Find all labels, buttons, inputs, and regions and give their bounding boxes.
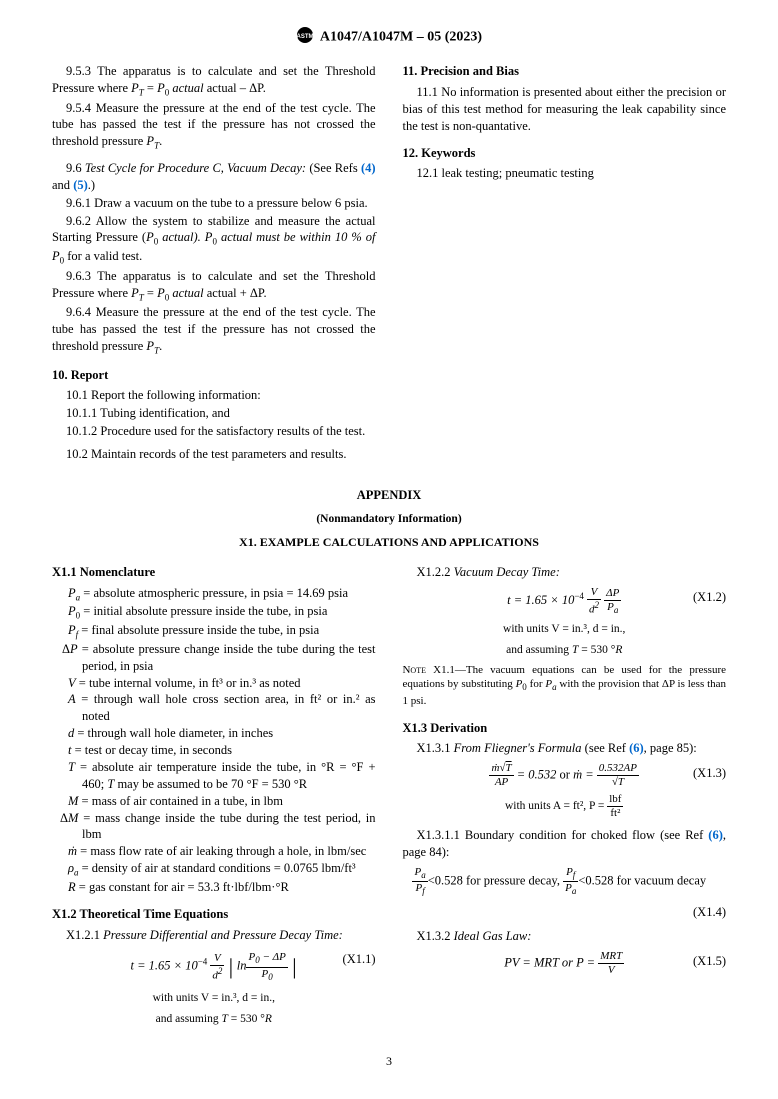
eq-assume-1: and assuming T = 530 °R — [52, 1012, 376, 1028]
eq-num-x15: (X1.5) — [693, 951, 726, 971]
appendix-left-column: X1.1 Nomenclature Pa = absolute atmosphe… — [52, 564, 376, 1030]
x132-para: X1.3.2 Ideal Gas Law: — [402, 928, 726, 945]
nomen-T: T = absolute air temperature inside the … — [82, 759, 376, 793]
equation-x13: ṁ√TAP = 0.532 or ṁ = 0.532AP√T (X1.3) — [402, 763, 726, 788]
designation-text: A1047/A1047M – 05 (2023) — [320, 30, 482, 45]
nomen-V: V = tube internal volume, in ft³ or in.³… — [82, 675, 376, 692]
x121-para: X1.2.1 Pressure Differential and Pressur… — [52, 927, 376, 944]
para-954: 9.5.4 Measure the pressure at the end of… — [52, 100, 376, 152]
ref-6a[interactable]: (6) — [629, 741, 644, 755]
eq-x14-num-row: (X1.4) — [402, 902, 726, 922]
para-101: 10.1 Report the following information: — [52, 387, 376, 404]
ref-5[interactable]: (5) — [73, 178, 88, 192]
nomen-mdot: ṁ = mass flow rate of air leaking throug… — [82, 843, 376, 860]
para-121: 12.1 leak testing; pneumatic testing — [402, 165, 726, 182]
eq-num-x14: (X1.4) — [693, 905, 726, 919]
page-container: ASTM A1047/A1047M – 05 (2023) 9.5.3 The … — [0, 0, 778, 1099]
nomen-M: M = mass of air contained in a tube, in … — [82, 793, 376, 810]
nomen-P0: P0 = initial absolute pressure inside th… — [82, 603, 376, 622]
section-12-head: 12. Keywords — [402, 145, 726, 162]
appendix-title: APPENDIX — [52, 488, 726, 503]
eq-units-2: with units V = in.³, d = in., — [402, 622, 726, 638]
x12-head: X1.2 Theoretical Time Equations — [52, 906, 376, 923]
eq-num-x13: (X1.3) — [693, 763, 726, 783]
appendix-right-column: X1.2.2 Vacuum Decay Time: t = 1.65 × 10−… — [402, 564, 726, 1030]
nomen-d: d = through wall hole diameter, in inche… — [82, 725, 376, 742]
section-10-head: 10. Report — [52, 367, 376, 384]
nomen-rho: ρa = density of air at standard conditio… — [82, 860, 376, 879]
left-column: 9.5.3 The apparatus is to calculate and … — [52, 63, 376, 464]
x1311-para: X1.3.1.1 Boundary condition for choked f… — [402, 827, 726, 861]
nomen-Pa: Pa = absolute atmospheric pressure, in p… — [82, 585, 376, 604]
para-1011: 10.1.1 Tubing identification, and — [52, 405, 376, 422]
section-11-head: 11. Precision and Bias — [402, 63, 726, 80]
appendix-x1-title: X1. EXAMPLE CALCULATIONS AND APPLICATION… — [52, 535, 726, 550]
nomen-dM: ΔM = mass change inside the tube during … — [82, 810, 376, 844]
para-962: 9.6.2 Allow the system to stabilize and … — [52, 213, 376, 267]
para-1012: 10.1.2 Procedure used for the satisfacto… — [52, 423, 376, 440]
eq-units-1: with units V = in.³, d = in., — [52, 991, 376, 1007]
eq-assume-2: and assuming T = 530 °R — [402, 643, 726, 659]
eq-num-x11: (X1.1) — [343, 949, 376, 969]
upper-columns: 9.5.3 The apparatus is to calculate and … — [52, 63, 726, 464]
equation-x12: t = 1.65 × 10−4 Vd2 ΔPPa (X1.2) — [402, 587, 726, 616]
nomen-t: t = test or decay time, in seconds — [82, 742, 376, 759]
nomen-A: A = through wall hole cross section area… — [82, 691, 376, 725]
para-953: 9.5.3 The apparatus is to calculate and … — [52, 63, 376, 99]
astm-logo-icon: ASTM — [296, 26, 314, 49]
x11-head: X1.1 Nomenclature — [52, 564, 376, 581]
x131-para: X1.3.1 From Fliegner's Formula (see Ref … — [402, 740, 726, 757]
equation-x15: PV = MRT or P = MRTV (X1.5) — [402, 951, 726, 976]
eq-num-x12: (X1.2) — [693, 587, 726, 607]
svg-text:ASTM: ASTM — [296, 34, 313, 40]
eq-units-3: with units A = ft², P = lbfft² — [402, 794, 726, 819]
x13-head: X1.3 Derivation — [402, 720, 726, 737]
para-963: 9.6.3 The apparatus is to calculate and … — [52, 268, 376, 304]
ref-6b[interactable]: (6) — [708, 828, 723, 842]
para-96: 9.6 Test Cycle for Procedure C, Vacuum D… — [52, 160, 376, 194]
note-x11: Note X1.1—The vacuum equations can be us… — [402, 663, 726, 709]
x122-para: X1.2.2 Vacuum Decay Time: — [402, 564, 726, 581]
para-961: 9.6.1 Draw a vacuum on the tube to a pre… — [52, 195, 376, 212]
ref-4[interactable]: (4) — [361, 161, 376, 175]
appendix-subtitle: (Nonmandatory Information) — [52, 513, 726, 525]
para-964: 9.6.4 Measure the pressure at the end of… — [52, 304, 376, 356]
nomen-Pf: Pf = final absolute pressure inside the … — [82, 622, 376, 641]
para-111: 11.1 No information is presented about e… — [402, 84, 726, 135]
right-column: 11. Precision and Bias 11.1 No informati… — [402, 63, 726, 464]
page-number: 3 — [52, 1054, 726, 1069]
appendix-columns: X1.1 Nomenclature Pa = absolute atmosphe… — [52, 564, 726, 1030]
equation-x11: t = 1.65 × 10−4 Vd2 | lnP0 − ΔPP0 | (X1.… — [52, 949, 376, 984]
page-header: ASTM A1047/A1047M – 05 (2023) — [52, 26, 726, 49]
nomen-dP: ΔP = absolute pressure change inside the… — [82, 641, 376, 675]
para-102: 10.2 Maintain records of the test parame… — [52, 446, 376, 463]
equation-x14: PaPf<0.528 for pressure decay, PfPa<0.52… — [402, 867, 726, 896]
nomen-R: R = gas constant for air = 53.3 ft·lbf/l… — [82, 879, 376, 896]
